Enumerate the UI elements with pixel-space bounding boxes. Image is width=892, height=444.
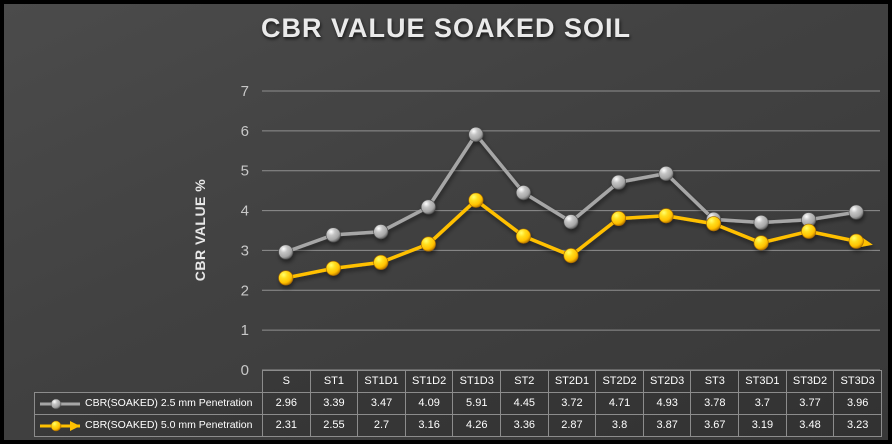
data-point-marker — [611, 211, 627, 227]
value-cell: 2.7 — [357, 414, 406, 437]
category-header-cell: ST2D2 — [595, 370, 644, 393]
data-table: S ST1 ST1D1 ST1D2 ST1D3 ST2 ST2D1 ST2D2 ST2D3 ST3… — [34, 370, 882, 437]
legend-marker-5-0mm-icon — [40, 420, 80, 431]
value-cell: 3.48 — [785, 414, 835, 437]
data-point-marker — [848, 204, 864, 220]
value-cell: 5.91 — [452, 392, 502, 415]
table-corner — [35, 371, 263, 393]
data-point-marker — [848, 233, 864, 249]
value-cell: 3.96 — [833, 392, 882, 415]
data-point-marker — [753, 235, 769, 251]
legend-marker-2-5mm-icon — [40, 398, 80, 409]
data-point-marker — [373, 254, 389, 270]
value-cell: 3.72 — [547, 392, 597, 415]
value-cell: 3.47 — [357, 392, 406, 415]
y-tick-label: 6 — [241, 123, 249, 140]
series-line — [284, 132, 858, 254]
value-cell: 4.09 — [404, 392, 454, 415]
data-point-marker — [563, 248, 579, 264]
data-point-marker — [658, 208, 674, 224]
value-cell: 4.93 — [642, 392, 692, 415]
series-5-0mm — [278, 192, 873, 286]
category-header-cell: ST2 — [500, 370, 549, 393]
value-cell: 3.87 — [642, 414, 692, 437]
data-point-marker — [515, 185, 531, 201]
category-header-cell: ST3D3 — [833, 370, 882, 393]
value-cell: 3.7 — [738, 392, 787, 415]
value-cell: 4.45 — [500, 392, 549, 415]
data-point-marker — [420, 236, 436, 252]
category-header-cell: ST2D1 — [547, 370, 597, 393]
data-point-marker — [468, 192, 484, 208]
category-header-cell: ST3D1 — [738, 370, 787, 393]
value-cell: 2.31 — [262, 414, 311, 437]
value-cell: 3.16 — [404, 414, 454, 437]
data-point-marker — [611, 174, 627, 190]
value-cell: 3.8 — [595, 414, 644, 437]
series-2-5mm — [278, 126, 864, 260]
data-point-marker — [325, 227, 341, 243]
y-tick-label: 2 — [241, 282, 249, 299]
y-tick-label: 0 — [241, 362, 249, 379]
data-point-marker — [373, 224, 389, 240]
value-cell: 4.71 — [595, 392, 644, 415]
y-tick-label: 5 — [241, 163, 249, 180]
data-point-marker — [468, 126, 484, 142]
y-tick-label: 7 — [241, 83, 249, 100]
category-header-cell: ST1D2 — [404, 370, 454, 393]
data-point-marker — [801, 223, 817, 239]
data-point-marker — [278, 270, 294, 286]
legend-key-cell: CBR(SOAKED) 2.5 mm Penetration — [34, 392, 263, 415]
data-point-marker — [325, 260, 341, 276]
value-cell: 3.67 — [690, 414, 740, 437]
category-header-cell: ST1D3 — [452, 370, 502, 393]
category-header-cell: ST1 — [309, 370, 359, 393]
data-point-marker — [515, 228, 531, 244]
y-tick-label: 3 — [241, 242, 249, 259]
y-tick-label: 4 — [241, 203, 249, 220]
value-cell: 2.96 — [262, 392, 311, 415]
category-header-cell: ST3 — [690, 370, 740, 393]
legend-key-cell: CBR(SOAKED) 5.0 mm Penetration — [34, 414, 263, 437]
value-cell: 3.19 — [738, 414, 787, 437]
chart-title: CBR VALUE SOAKED SOIL — [260, 13, 632, 43]
value-cell: 3.36 — [500, 414, 549, 437]
category-header-cell: ST3D2 — [785, 370, 835, 393]
plot-area: 0 1 2 3 4 5 6 7 — [241, 83, 880, 379]
data-point-marker — [706, 216, 722, 232]
legend-label: CBR(SOAKED) 5.0 mm Penetration — [85, 419, 253, 431]
value-cell: 2.87 — [547, 414, 597, 437]
series-line — [284, 198, 858, 280]
value-cell: 4.26 — [452, 414, 502, 437]
y-tick-label: 1 — [241, 322, 249, 339]
data-point-marker — [658, 166, 674, 182]
value-cell: 2.55 — [309, 414, 359, 437]
legend-label: CBR(SOAKED) 2.5 mm Penetration — [85, 397, 253, 409]
data-point-marker — [420, 199, 436, 215]
data-point-marker — [278, 244, 294, 260]
value-cell: 3.77 — [785, 392, 835, 415]
category-header-cell: ST2D3 — [642, 370, 692, 393]
value-cell: 3.39 — [309, 392, 359, 415]
value-cell: 3.23 — [833, 414, 882, 437]
category-header-cell: S — [262, 370, 311, 393]
value-cell: 3.78 — [690, 392, 740, 415]
category-header-cell: ST1D1 — [357, 370, 406, 393]
data-point-marker — [563, 214, 579, 230]
data-point-marker — [753, 215, 769, 231]
